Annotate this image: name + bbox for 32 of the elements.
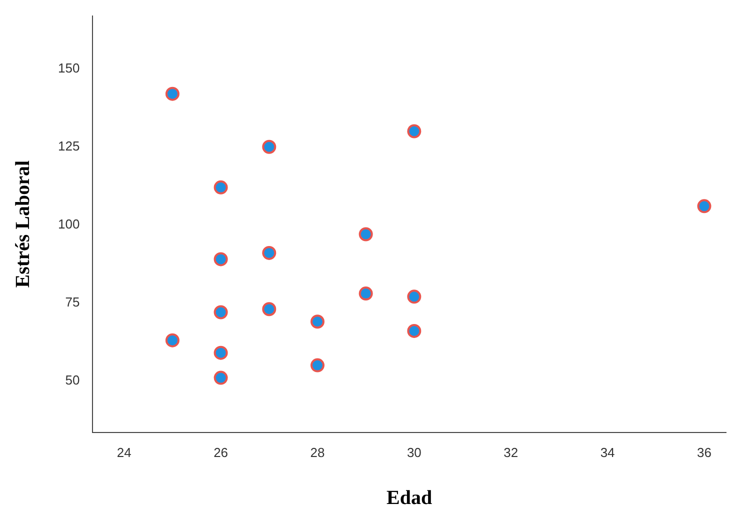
point bbox=[407, 290, 422, 304]
point bbox=[214, 346, 228, 360]
point bbox=[262, 246, 276, 260]
point bbox=[262, 140, 276, 154]
x-tick-label: 36 bbox=[697, 444, 712, 460]
point bbox=[407, 124, 422, 138]
y-tick-label: 150 bbox=[58, 60, 80, 76]
x-tick-label: 34 bbox=[600, 444, 615, 460]
point bbox=[214, 252, 228, 266]
y-tick-label: 50 bbox=[65, 372, 80, 388]
point bbox=[358, 227, 373, 242]
x-tick-label: 30 bbox=[406, 444, 422, 460]
x-tick-label: 28 bbox=[310, 444, 325, 460]
point bbox=[165, 86, 180, 101]
point bbox=[165, 333, 180, 348]
point bbox=[214, 305, 228, 320]
x-axis-title: Edad bbox=[386, 487, 432, 510]
point bbox=[697, 199, 712, 214]
point bbox=[310, 314, 324, 329]
y-axis-title: Estrés Laboral bbox=[12, 160, 34, 288]
y-tick-label: 100 bbox=[58, 216, 80, 232]
point bbox=[407, 324, 422, 338]
point bbox=[214, 180, 228, 194]
x-tick-label: 24 bbox=[116, 444, 132, 460]
y-tick-label: 125 bbox=[58, 138, 80, 154]
y-tick-label: 75 bbox=[65, 294, 80, 310]
point bbox=[310, 358, 324, 372]
point bbox=[262, 302, 276, 316]
x-tick-label: 32 bbox=[504, 444, 518, 460]
point bbox=[214, 370, 228, 385]
point bbox=[358, 286, 373, 301]
x-tick-label: 26 bbox=[214, 444, 228, 460]
